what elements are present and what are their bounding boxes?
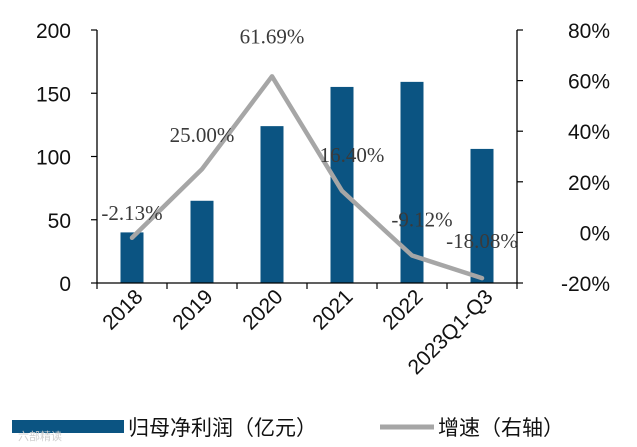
right-tick-label: 80% [568,20,610,43]
left-tick-label: 150 [36,83,71,106]
bar-2020 [260,126,284,283]
growth-label-2019: 25.00% [170,123,235,147]
legend-bar-swatch [12,420,124,433]
right-tick-label: -20% [561,273,610,296]
bar-2018 [120,232,144,283]
bar-2021 [330,86,354,283]
right-tick-label: 0% [580,222,610,245]
bar-series [120,81,494,284]
left-tick-label: 200 [36,20,71,43]
left-tick-label: 50 [48,210,71,233]
x-tick-label: 2019 [168,285,217,334]
legend-bar-label: 归母净利润（亿元） [128,416,317,440]
bar-2023Q1-Q3 [470,148,494,283]
bar-2022 [400,81,424,284]
bar-2019 [190,200,214,283]
axis-ticks: 200 150 100 50 0 80% 60% 40% 20% 0% -20% 2018 2019 20… [36,20,610,379]
growth-label-2021: 16.40% [320,143,385,167]
growth-line-series [129,74,485,281]
x-tick-label: 2018 [98,285,147,334]
watermark: 六部精读 [18,429,62,443]
legend-line-label: 增速（右轴） [438,416,564,440]
growth-label-2020: 61.69% [240,24,305,48]
x-tick-label: 2021 [308,285,357,334]
right-tick-label: 40% [568,121,610,144]
left-tick-label: 100 [36,147,71,170]
left-tick-label: 0 [59,273,71,296]
x-tick-label: 2022 [378,285,427,334]
growth-label-2022: -9.12% [391,207,452,231]
growth-label-2018: -2.13% [101,201,162,225]
growth-line [129,74,485,281]
right-tick-label: 20% [568,172,610,195]
x-tick-label: 2020 [238,285,287,334]
right-tick-label: 60% [568,71,610,94]
legend: 归母净利润（亿元） 增速（右轴） [12,416,564,440]
growth-data-labels: -2.13% 25.00% 61.69% 16.40% -9.12%-18.08% [101,24,518,253]
growth-label-2023Q1-Q3: -18.08% [446,229,518,253]
